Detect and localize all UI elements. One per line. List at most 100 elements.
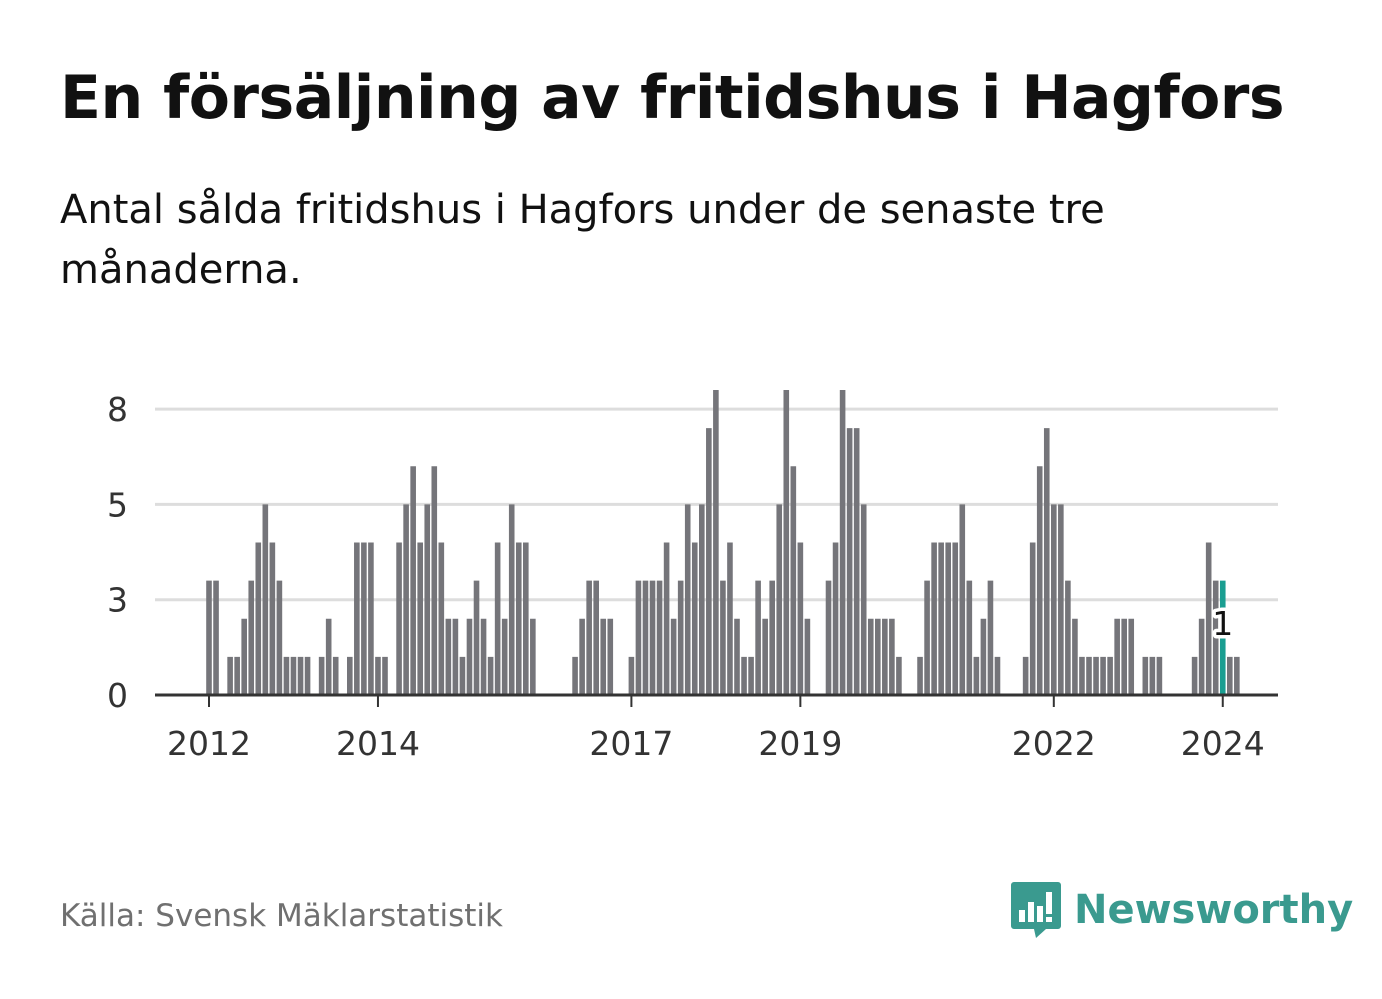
bar: [1079, 656, 1085, 695]
y-tick-label: 3: [107, 581, 128, 620]
bar: [649, 580, 656, 695]
bar: [473, 580, 480, 695]
newsworthy-logo-icon: [1011, 882, 1061, 938]
bar: [748, 656, 754, 695]
axes: 0 3 5 8 2012 2014 2017 2019 2022 2024: [107, 390, 1278, 763]
y-tick-label: 8: [107, 390, 128, 429]
bar: [241, 618, 247, 695]
bar: [438, 542, 445, 695]
bar: [480, 618, 487, 695]
bar: [656, 580, 663, 695]
bar: [727, 542, 733, 695]
bar: [677, 580, 684, 695]
x-tick-label: 2024: [1181, 724, 1265, 763]
highlight-value-label: 1: [1212, 604, 1233, 643]
bar: [762, 618, 768, 695]
x-tick-label: 2017: [589, 724, 673, 763]
bar: [396, 542, 402, 695]
bar: [234, 656, 240, 695]
bar: [882, 618, 888, 695]
bar: [713, 390, 719, 695]
bar: [1156, 656, 1163, 695]
bar: [206, 580, 212, 695]
bar: [938, 542, 944, 695]
bar: [417, 542, 423, 695]
bar: [755, 580, 761, 695]
bar: [255, 542, 262, 695]
bar: [276, 580, 283, 695]
bar: [987, 580, 994, 695]
bar: [663, 542, 670, 695]
bar: [776, 504, 783, 695]
bar: [1058, 504, 1064, 695]
bar: [1227, 656, 1233, 695]
bar: [790, 466, 797, 695]
bar: [1234, 656, 1240, 695]
bar: [459, 656, 466, 695]
brand-logo[interactable]: Newsworthy: [1010, 880, 1353, 940]
bar: [297, 656, 304, 695]
bar: [846, 428, 853, 695]
bar: [825, 580, 832, 695]
bar: [431, 466, 438, 695]
bar: [1036, 466, 1043, 695]
bar: [283, 656, 290, 695]
bar: [579, 618, 585, 695]
y-tick-label: 0: [107, 676, 128, 715]
bar: [1051, 504, 1057, 695]
bar: [867, 618, 874, 695]
bar: [1198, 618, 1205, 695]
x-tick-label: 2012: [167, 724, 251, 763]
bar: [720, 580, 726, 695]
bar: [952, 542, 959, 695]
bar: [734, 618, 740, 695]
bar: [354, 542, 360, 695]
bar: [227, 656, 233, 695]
bar: [1022, 656, 1029, 695]
bar: [1121, 618, 1127, 695]
bar: [1043, 428, 1050, 695]
bar: [1128, 618, 1135, 695]
bar: [424, 504, 431, 695]
bar: [523, 542, 529, 695]
x-tick-label: 2022: [1012, 724, 1096, 763]
bar: [572, 656, 578, 695]
bar: [593, 580, 599, 695]
bar: [347, 656, 353, 695]
bar: [445, 618, 452, 695]
bar: [1107, 656, 1113, 695]
bar: [530, 618, 536, 695]
bar: [586, 580, 592, 695]
bar: [1100, 656, 1106, 695]
bar: [607, 618, 614, 695]
bar: [980, 618, 987, 695]
bar: [699, 504, 705, 695]
bar: [931, 542, 937, 695]
bar: [1191, 656, 1198, 695]
x-tick-label: 2019: [758, 724, 842, 763]
y-tick-label: 5: [107, 485, 128, 524]
bar: [332, 656, 339, 695]
bar: [304, 656, 311, 695]
bar: [769, 580, 775, 695]
bar: [1142, 656, 1149, 695]
bar: [839, 390, 846, 695]
bar: [318, 656, 325, 695]
bar: [804, 618, 811, 695]
bar: [452, 618, 459, 695]
source-note: Källa: Svensk Mäklarstatistik: [60, 898, 503, 934]
bar: [262, 504, 269, 695]
bar: [706, 428, 712, 695]
bar: [361, 542, 367, 695]
bar: [290, 656, 297, 695]
bar: [917, 656, 923, 695]
bar: [501, 618, 508, 695]
bar: [797, 542, 804, 695]
bar: [642, 580, 649, 695]
bar: [966, 580, 973, 695]
bar: [1212, 580, 1219, 695]
bar: [783, 390, 790, 695]
bar: [403, 504, 409, 695]
bar-highlighted: [1219, 580, 1226, 695]
bar: [1029, 542, 1036, 695]
